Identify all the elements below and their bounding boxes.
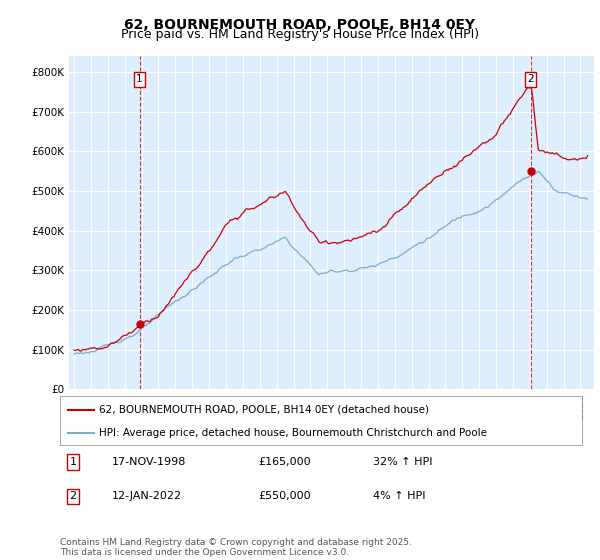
Text: HPI: Average price, detached house, Bournemouth Christchurch and Poole: HPI: Average price, detached house, Bour… xyxy=(99,428,487,438)
Text: 2: 2 xyxy=(527,74,534,85)
Text: 17-NOV-1998: 17-NOV-1998 xyxy=(112,457,187,467)
Text: 2: 2 xyxy=(70,491,77,501)
Text: 1: 1 xyxy=(136,74,143,85)
Text: 32% ↑ HPI: 32% ↑ HPI xyxy=(373,457,433,467)
Text: Price paid vs. HM Land Registry's House Price Index (HPI): Price paid vs. HM Land Registry's House … xyxy=(121,28,479,41)
Text: 62, BOURNEMOUTH ROAD, POOLE, BH14 0EY (detached house): 62, BOURNEMOUTH ROAD, POOLE, BH14 0EY (d… xyxy=(99,405,429,415)
Text: 4% ↑ HPI: 4% ↑ HPI xyxy=(373,491,426,501)
Text: 62, BOURNEMOUTH ROAD, POOLE, BH14 0EY: 62, BOURNEMOUTH ROAD, POOLE, BH14 0EY xyxy=(124,18,476,32)
Text: £550,000: £550,000 xyxy=(259,491,311,501)
Text: Contains HM Land Registry data © Crown copyright and database right 2025.
This d: Contains HM Land Registry data © Crown c… xyxy=(60,538,412,557)
Text: £165,000: £165,000 xyxy=(259,457,311,467)
Text: 12-JAN-2022: 12-JAN-2022 xyxy=(112,491,182,501)
Text: 1: 1 xyxy=(70,457,77,467)
